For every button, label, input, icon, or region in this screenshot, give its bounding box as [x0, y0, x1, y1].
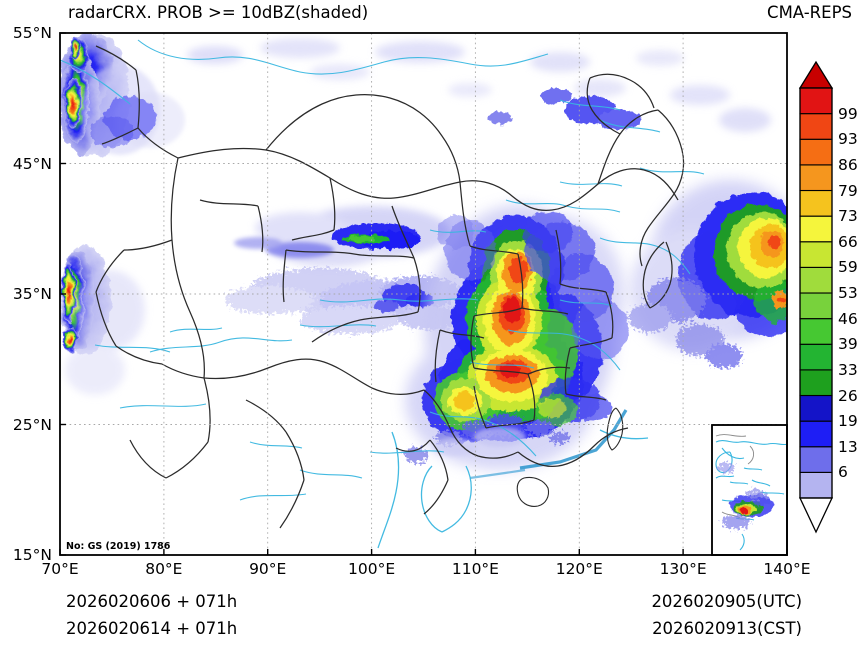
x-axis-tick-label: 80°E — [145, 560, 183, 578]
page-title: radarCRX. PROB >= 10dBZ(shaded) — [68, 3, 369, 22]
colorbar-tick-label: 46 — [838, 309, 858, 328]
colorbar-outline — [799, 87, 833, 499]
y-axis-tick-label: 15°N — [12, 546, 52, 564]
colorbar-tick-label: 86 — [838, 155, 858, 174]
colorbar-block — [799, 318, 833, 345]
colorbar-tick-label: 6 — [838, 463, 848, 482]
colorbar-blocks — [799, 87, 833, 499]
x-axis-tick-label: 90°E — [249, 560, 287, 578]
axis-ticks — [59, 32, 788, 556]
feature-north-scattered — [187, 38, 771, 132]
colorbar-tick-label: 53 — [838, 284, 858, 302]
colorbar-block — [799, 394, 833, 422]
footer-valid-cst: 2026020913(CST) — [652, 619, 802, 638]
colorbar-block — [799, 266, 833, 294]
y-axis-tick-label: 25°N — [12, 415, 52, 434]
colorbar — [798, 60, 834, 534]
x-axis-tick-label: 120°E — [555, 560, 603, 578]
footer-init-utc: 2026020606 + 071h — [66, 592, 238, 611]
colorbar-block — [799, 343, 833, 371]
colorbar-block — [799, 215, 833, 243]
colorbar-tick-label: 99 — [838, 104, 858, 123]
colorbar-block — [799, 446, 833, 473]
feature-xinjiang-streak — [234, 206, 450, 267]
islands-layer — [516, 407, 624, 507]
x-axis-tick-label: 140°E — [763, 560, 811, 578]
colorbar-tick-label: 33 — [838, 360, 858, 379]
feature-main-china-system — [405, 205, 628, 470]
x-axis-tick-label: 110°E — [451, 560, 499, 578]
x-axis-tick-label: 100°E — [347, 560, 396, 578]
colorbar-block — [799, 292, 833, 320]
colorbar-tick-label: 93 — [838, 130, 858, 149]
borders-layer — [95, 45, 685, 529]
triangle-down-icon — [798, 497, 834, 534]
south-china-sea-inset — [711, 424, 788, 556]
colorbar-block — [799, 164, 833, 192]
colorbar-block — [799, 420, 833, 448]
footer-init-cst: 2026020614 + 071h — [66, 619, 238, 638]
colorbar-tick-label: 59 — [838, 258, 858, 277]
x-axis-tick-label: 130°E — [659, 560, 707, 578]
colorbar-block — [799, 113, 833, 140]
feature-japan-system — [628, 180, 787, 368]
footer-valid-utc: 2026020905(UTC) — [651, 592, 802, 611]
model-label: CMA-REPS — [767, 3, 852, 22]
colorbar-tick-label: 79 — [838, 181, 858, 200]
colorbar-tick-label: 73 — [838, 207, 858, 226]
colorbar-block — [799, 138, 833, 166]
colorbar-block — [799, 241, 833, 268]
y-axis-tick-label: 35°N — [12, 285, 52, 303]
colorbar-block — [799, 471, 833, 499]
colorbar-tick-label: 26 — [838, 386, 858, 405]
colorbar-tick-label: 13 — [838, 437, 858, 456]
colorbar-block — [799, 87, 833, 115]
colorbar-tick-label: 39 — [838, 335, 858, 354]
colorbar-tick-label: 19 — [838, 412, 858, 431]
data-layer — [60, 33, 787, 555]
triangle-up-icon — [798, 60, 834, 89]
y-axis-tick-label: 45°N — [12, 154, 52, 173]
colorbar-block — [799, 189, 833, 217]
y-axis-tick-label: 55°N — [12, 24, 52, 42]
map-credit: No: GS (2019) 1786 — [66, 541, 171, 552]
x-axis-tick-label: 70°E — [41, 560, 79, 578]
gridlines — [60, 33, 787, 555]
colorbar-tick-label: 66 — [838, 232, 858, 251]
feature-south-china-scattered — [404, 409, 628, 480]
colorbar-block — [799, 369, 833, 397]
